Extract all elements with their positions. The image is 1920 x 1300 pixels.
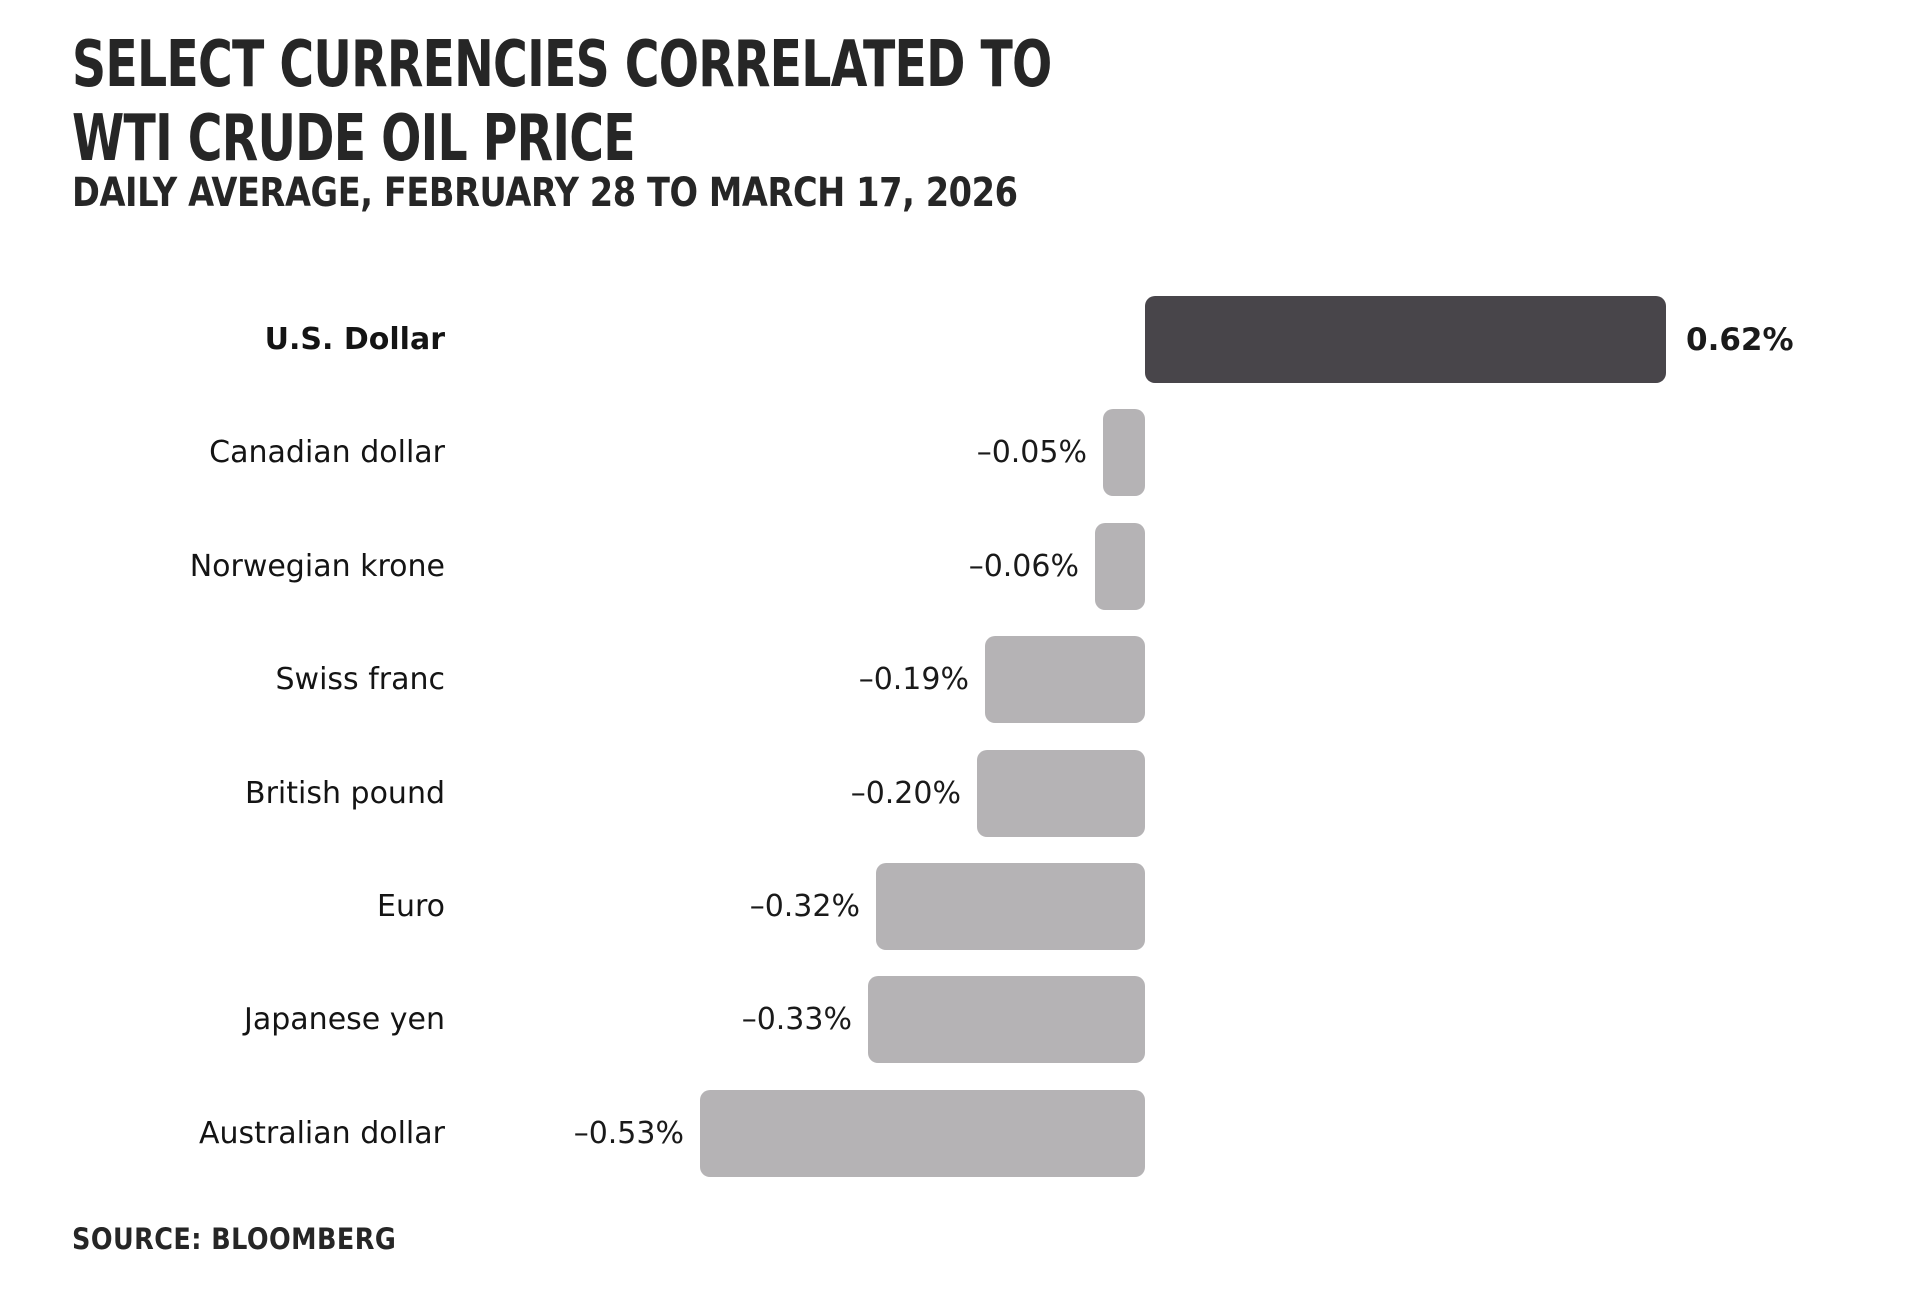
category-label: Norwegian krone: [189, 549, 445, 584]
page-title: SELECT CURRENCIES CORRELATED TO WTI CRUD…: [72, 28, 1052, 176]
chart-row: U.S. Dollar 0.62%: [0, 296, 1920, 383]
bar: [977, 750, 1145, 837]
chart-row: Euro –0.32%: [0, 863, 1920, 950]
value-label: –0.53%: [573, 1116, 684, 1151]
chart-row: British pound –0.20%: [0, 750, 1920, 837]
value-label: –0.19%: [858, 662, 969, 697]
bar: [700, 1090, 1145, 1177]
chart-subtitle: DAILY AVERAGE, FEBRUARY 28 TO MARCH 17, …: [72, 170, 1018, 216]
bar: [876, 863, 1145, 950]
bar: [1103, 409, 1145, 496]
category-label: U.S. Dollar: [264, 322, 445, 357]
category-label: Japanese yen: [244, 1002, 445, 1037]
bar: [1095, 523, 1145, 610]
value-label: –0.32%: [749, 889, 860, 924]
source-note: SOURCE: BLOOMBERG: [72, 1222, 397, 1256]
category-label: Australian dollar: [198, 1116, 445, 1151]
value-label: 0.62%: [1686, 321, 1794, 358]
category-label: Euro: [377, 889, 445, 924]
chart-row: Australian dollar –0.53%: [0, 1090, 1920, 1177]
bar: [1145, 296, 1666, 383]
chart-row: Japanese yen –0.33%: [0, 976, 1920, 1063]
bar: [868, 976, 1145, 1063]
page-title-line2: WTI CRUDE OIL PRICE: [72, 102, 636, 176]
chart-row: Norwegian krone –0.06%: [0, 523, 1920, 610]
page-title-line1: SELECT CURRENCIES CORRELATED TO: [72, 28, 1052, 102]
value-label: –0.06%: [968, 549, 1079, 584]
category-label: Canadian dollar: [209, 435, 445, 470]
category-label: British pound: [245, 776, 445, 811]
value-label: –0.33%: [741, 1002, 852, 1037]
category-label: Swiss franc: [275, 662, 446, 697]
chart-row: Canadian dollar –0.05%: [0, 409, 1920, 496]
value-label: –0.20%: [850, 776, 961, 811]
value-label: –0.05%: [976, 435, 1087, 470]
chart-row: Swiss franc –0.19%: [0, 636, 1920, 723]
bar: [985, 636, 1145, 723]
